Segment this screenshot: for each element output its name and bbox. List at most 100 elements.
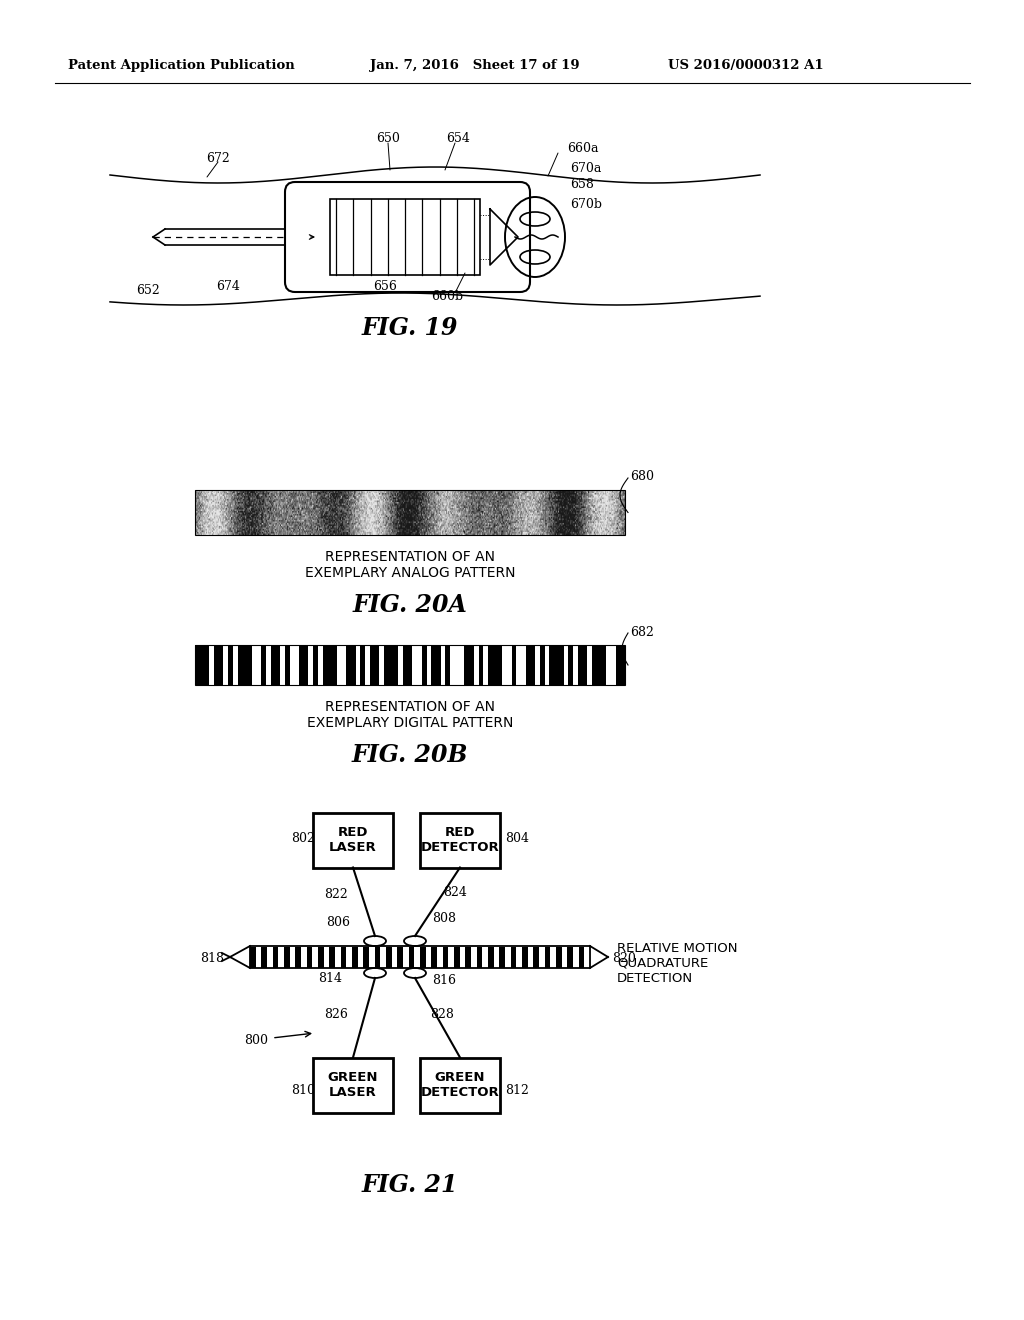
Bar [476, 946, 482, 968]
Text: 802: 802 [291, 832, 315, 845]
Text: 828: 828 [430, 1008, 454, 1022]
Bar [379, 645, 384, 685]
Text: 658: 658 [570, 178, 594, 191]
Bar [516, 645, 525, 685]
Bar [317, 645, 323, 685]
Bar [527, 946, 534, 968]
Bar [426, 946, 432, 968]
Bar [341, 946, 347, 968]
Bar [352, 946, 358, 968]
Bar [285, 645, 290, 685]
Text: 814: 814 [318, 972, 342, 985]
Bar [250, 946, 256, 968]
Text: REPRESENTATION OF AN: REPRESENTATION OF AN [325, 550, 495, 564]
Text: EXEMPLARY DIGITAL PATTERN: EXEMPLARY DIGITAL PATTERN [307, 715, 513, 730]
Bar [511, 946, 517, 968]
Bar [360, 645, 366, 685]
Bar [313, 645, 317, 685]
Bar [301, 946, 307, 968]
FancyBboxPatch shape [420, 1057, 500, 1113]
Bar [540, 645, 545, 685]
Text: GREEN
DETECTOR: GREEN DETECTOR [421, 1071, 500, 1100]
Bar [279, 946, 285, 968]
Bar [366, 645, 370, 685]
Bar [355, 645, 360, 685]
Bar [252, 645, 261, 685]
Bar [437, 946, 443, 968]
Bar [261, 946, 267, 968]
Bar [397, 946, 403, 968]
Bar [214, 645, 223, 685]
Bar [579, 946, 585, 968]
Bar [488, 946, 494, 968]
Text: 670a: 670a [570, 161, 601, 174]
Text: 816: 816 [432, 974, 456, 986]
Text: 820: 820 [612, 952, 636, 965]
Bar [369, 946, 375, 968]
Bar [256, 946, 262, 968]
Text: FIG. 20B: FIG. 20B [352, 743, 468, 767]
Bar [346, 645, 355, 685]
Bar [375, 946, 381, 968]
Bar [250, 946, 590, 968]
Bar [500, 946, 505, 968]
Bar [494, 946, 500, 968]
Text: 818: 818 [200, 952, 224, 965]
Bar [442, 946, 449, 968]
Text: 656: 656 [373, 281, 397, 293]
Bar [335, 946, 341, 968]
Bar [318, 946, 324, 968]
Bar [223, 645, 228, 685]
Text: 808: 808 [432, 912, 456, 924]
Bar [270, 645, 280, 685]
Bar [346, 946, 352, 968]
Bar [195, 490, 625, 535]
Bar [398, 645, 402, 685]
Bar [409, 946, 415, 968]
Bar [587, 645, 592, 685]
Bar [232, 645, 238, 685]
Text: FIG. 21: FIG. 21 [361, 1173, 459, 1197]
Text: Jan. 7, 2016   Sheet 17 of 19: Jan. 7, 2016 Sheet 17 of 19 [370, 58, 580, 71]
Text: FIG. 19: FIG. 19 [361, 315, 459, 341]
Bar [295, 946, 301, 968]
Bar [578, 645, 587, 685]
Bar [195, 645, 625, 685]
Bar [431, 946, 437, 968]
Bar [195, 645, 209, 685]
Bar [568, 645, 573, 685]
Bar [482, 946, 488, 968]
Text: FIG. 20A: FIG. 20A [352, 593, 467, 616]
Bar [502, 645, 512, 685]
Bar [290, 946, 296, 968]
Bar [592, 645, 606, 685]
Bar [380, 946, 386, 968]
Bar [330, 946, 335, 968]
Bar [431, 645, 440, 685]
Text: Patent Application Publication: Patent Application Publication [68, 58, 295, 71]
Bar [562, 946, 567, 968]
Bar [522, 946, 528, 968]
Bar [364, 946, 370, 968]
Text: 822: 822 [325, 888, 348, 902]
Text: 826: 826 [325, 1008, 348, 1022]
Text: 670b: 670b [570, 198, 602, 211]
Bar [337, 645, 346, 685]
Bar [585, 946, 590, 968]
Text: 660a: 660a [567, 141, 598, 154]
Bar [391, 946, 397, 968]
Text: RED
DETECTOR: RED DETECTOR [421, 826, 500, 854]
Bar [272, 946, 279, 968]
Bar [550, 946, 556, 968]
Bar [422, 645, 427, 685]
Bar [525, 645, 536, 685]
Bar [267, 946, 273, 968]
Bar [573, 645, 578, 685]
Bar [615, 645, 625, 685]
Bar [567, 946, 573, 968]
Bar [454, 946, 460, 968]
Bar [464, 645, 474, 685]
Bar [420, 946, 426, 968]
Bar [261, 645, 266, 685]
Bar [451, 645, 464, 685]
